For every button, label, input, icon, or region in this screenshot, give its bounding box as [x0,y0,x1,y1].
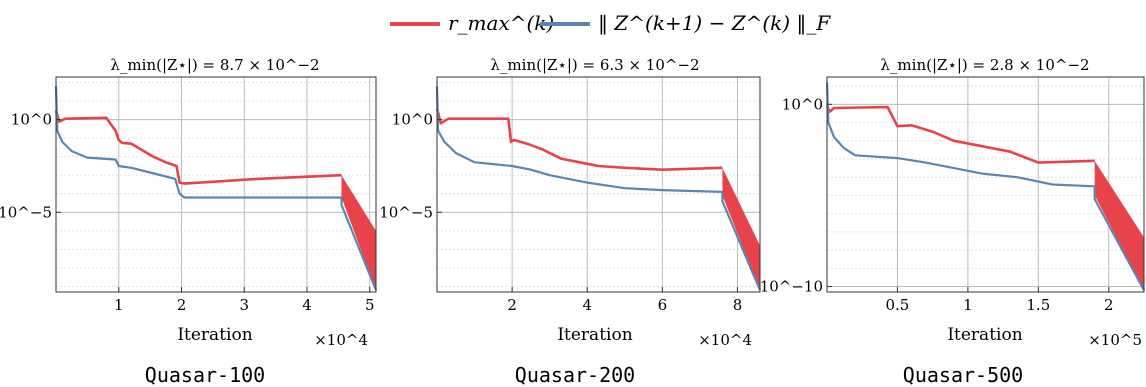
y-tick-label: 10^0 [392,111,433,129]
x-tick-label: 4 [582,296,592,314]
chart-panel-quasar-500: λ_min(|Z⋆|) = 2.8 × 10^−2 Iteration ×10^… [760,56,1145,387]
plot-frame [55,76,377,293]
x-tick-label: 3 [239,296,249,314]
grid [827,77,1144,292]
series-line-zdiff [54,86,378,291]
y-tick-label: 10^−10 [760,278,823,296]
series-line-zdiff [435,86,762,291]
y-tick-label: 10^0 [11,111,52,129]
legend-label-rmax: r_max^(k) [448,11,554,35]
x-axis-label: Iteration [177,325,252,345]
grid [56,77,376,292]
x-axis-multiplier: ×10^4 [698,331,752,349]
grid [437,77,760,292]
chart-title: λ_min(|Z⋆|) = 2.8 × 10^−2 [880,56,1089,74]
legend-label-zdiff: ‖ Z^(k+1) − Z^(k) ‖_F [598,11,831,36]
x-tick-label: 2 [177,296,187,314]
y-tick-label: 10^0 [782,95,823,113]
x-tick-label: 1 [114,296,124,314]
series-line-rmax [54,110,342,185]
x-axis-multiplier: ×10^5 [1088,331,1142,349]
series-line-rmax [435,108,723,171]
chart-panel-quasar-200: λ_min(|Z⋆|) = 6.3 × 10^−2 Iteration ×10^… [379,56,762,387]
plot-frame [826,76,1145,293]
series-band [341,175,376,291]
x-tick-label: 2 [1104,296,1114,314]
x-tick-label: 6 [658,296,668,314]
panel-caption: Quasar-500 [903,363,1023,387]
y-tick-label: 10^−5 [0,203,52,221]
y-tick-label: 10^−5 [379,203,433,221]
x-tick-label: 8 [733,296,743,314]
x-axis-label: Iteration [947,325,1022,345]
plot-frame [436,76,761,293]
x-axis-multiplier: ×10^4 [314,331,368,349]
series-band [1094,160,1144,291]
x-tick-label: 0.5 [886,296,910,314]
series-line-rmax [825,105,1095,164]
x-tick-label: 1.5 [1026,296,1050,314]
series-line-zdiff [825,82,1145,291]
chart-title: λ_min(|Z⋆|) = 8.7 × 10^−2 [110,56,319,74]
x-tick-label: 2 [507,296,517,314]
x-tick-label: 1 [963,296,973,314]
panel-caption: Quasar-200 [515,363,635,387]
x-tick-label: 4 [302,296,312,314]
series-band [722,167,760,291]
legend: r_max^(k) ‖ Z^(k+1) − Z^(k) ‖_F [390,11,831,36]
x-axis-label: Iteration [557,325,632,345]
chart-title: λ_min(|Z⋆|) = 6.3 × 10^−2 [490,56,699,74]
x-tick-label: 5 [365,296,375,314]
chart-panel-quasar-100: λ_min(|Z⋆|) = 8.7 × 10^−2 Iteration ×10^… [0,56,378,387]
panel-caption: Quasar-100 [145,363,265,387]
